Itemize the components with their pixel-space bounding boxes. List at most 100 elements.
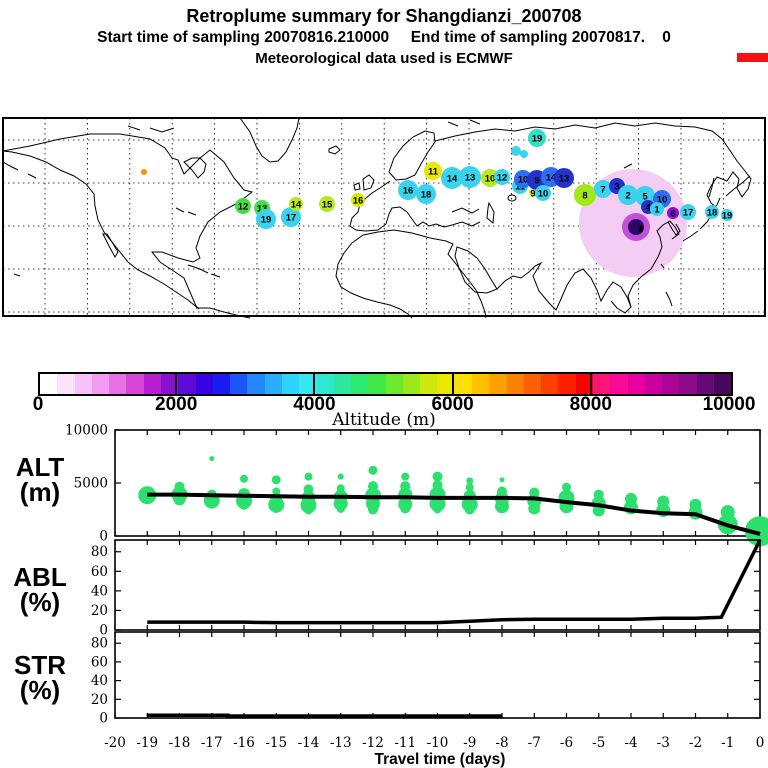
colorbar-segment bbox=[420, 374, 438, 394]
colorbar-segment bbox=[402, 374, 421, 394]
mean-line bbox=[147, 713, 502, 718]
colorbar-tick: 8000 bbox=[569, 394, 612, 415]
svg-text:-11: -11 bbox=[394, 735, 416, 751]
y-tick-label: 80 bbox=[91, 544, 108, 560]
svg-text:19: 19 bbox=[261, 214, 272, 225]
plot-title: Retroplume summary for Shangdianzi_20070… bbox=[186, 6, 582, 26]
svg-text:12: 12 bbox=[238, 201, 249, 212]
y-tick-label: 80 bbox=[91, 636, 108, 652]
colorbar-divider bbox=[589, 372, 592, 396]
colorbar-segment bbox=[281, 374, 300, 394]
colorbar-segment bbox=[264, 374, 282, 394]
svg-text:7: 7 bbox=[600, 184, 605, 195]
altitude-colorbar bbox=[38, 372, 733, 396]
colorbar-segment bbox=[610, 374, 628, 394]
mean-line bbox=[147, 539, 762, 625]
colorbar-segment bbox=[385, 374, 403, 394]
svg-text:5: 5 bbox=[642, 191, 648, 202]
colorbar-segment bbox=[368, 374, 386, 394]
y-tick-label: 20 bbox=[91, 692, 108, 708]
map-graticule bbox=[3, 118, 765, 316]
colorbar-segment bbox=[316, 374, 334, 394]
colorbar-segment bbox=[40, 374, 58, 394]
alt-axis-label: ALT (m) bbox=[15, 452, 65, 507]
colorbar-segment bbox=[351, 374, 369, 394]
y-tick-label: 5000 bbox=[74, 476, 108, 492]
x-axis-labels: -20 -19 -18 -17 -16 -15 -14 -13 -12 -11 -10 -9 -8 -7-… bbox=[104, 735, 764, 751]
colorbar-segment bbox=[644, 374, 663, 394]
colorbar-segment bbox=[230, 374, 248, 394]
sampling-time-subtitle: Start time of sampling 20070816.210000 E… bbox=[97, 29, 671, 46]
colorbar-tick: 10000 bbox=[702, 394, 756, 415]
svg-text:-4: -4 bbox=[624, 735, 637, 751]
svg-text:-18: -18 bbox=[169, 735, 191, 751]
cluster-altitude-dots bbox=[138, 456, 768, 547]
colorbar-divider bbox=[175, 372, 178, 396]
svg-text:-3: -3 bbox=[657, 735, 670, 751]
colorbar-segment bbox=[541, 374, 559, 394]
colorbar-segment bbox=[696, 374, 714, 394]
svg-text:0: 0 bbox=[638, 224, 643, 235]
colorbar-segment bbox=[74, 374, 92, 394]
svg-text:13: 13 bbox=[257, 203, 268, 214]
svg-text:19: 19 bbox=[722, 210, 733, 221]
y-tick-label: 0 bbox=[99, 623, 108, 639]
y-tick-label: 0 bbox=[99, 711, 108, 727]
abl-axis-label: ABL (%) bbox=[13, 562, 67, 617]
y-tick-label: 60 bbox=[91, 564, 108, 580]
svg-text:18: 18 bbox=[421, 189, 432, 200]
colorbar-segment bbox=[489, 374, 507, 394]
svg-text:14: 14 bbox=[291, 199, 302, 210]
svg-text:-12: -12 bbox=[362, 735, 384, 751]
y-tick-label: 10000 bbox=[65, 423, 108, 439]
svg-text:0: 0 bbox=[756, 735, 765, 751]
svg-text:15: 15 bbox=[322, 199, 333, 210]
colorbar-segment bbox=[523, 374, 542, 394]
colorbar-divider bbox=[313, 372, 316, 396]
meteo-data-subtitle: Meteorological data used is ECMWF bbox=[255, 50, 513, 67]
mean-line bbox=[147, 492, 761, 536]
red-marker-bar bbox=[737, 53, 768, 62]
colorbar-segment bbox=[454, 374, 473, 394]
svg-text:-1: -1 bbox=[721, 735, 734, 751]
svg-text:1: 1 bbox=[654, 204, 660, 215]
svg-text:10: 10 bbox=[518, 174, 529, 185]
colorbar-segment bbox=[143, 374, 161, 394]
world-map: 1213191714151616181114131012191110914139… bbox=[2, 117, 766, 319]
y-tick-label: 60 bbox=[91, 654, 108, 670]
svg-text:17: 17 bbox=[683, 207, 694, 218]
x-axis-title: Travel time (days) bbox=[375, 751, 506, 768]
panel-str: 0 20 40 60 80 bbox=[91, 631, 761, 727]
svg-text:-2: -2 bbox=[689, 735, 702, 751]
svg-text:-6: -6 bbox=[560, 735, 573, 751]
svg-text:19: 19 bbox=[532, 133, 543, 144]
colorbar-divider bbox=[451, 372, 454, 396]
colorbar-segment bbox=[472, 374, 490, 394]
svg-text:12: 12 bbox=[497, 172, 508, 183]
svg-text:10: 10 bbox=[657, 194, 668, 205]
colorbar-segment bbox=[506, 374, 524, 394]
svg-text:10: 10 bbox=[538, 188, 549, 199]
colorbar-segment bbox=[299, 374, 317, 394]
svg-text:14: 14 bbox=[447, 173, 458, 184]
colorbar-segment bbox=[247, 374, 265, 394]
colorbar-segment bbox=[212, 374, 231, 394]
svg-text:9: 9 bbox=[534, 175, 539, 186]
y-tick-label: 20 bbox=[91, 603, 108, 619]
svg-text:-20: -20 bbox=[104, 735, 126, 751]
day-ticks bbox=[114, 429, 761, 537]
colorbar-segment bbox=[679, 374, 697, 394]
coastlines bbox=[2, 117, 752, 319]
svg-text:-13: -13 bbox=[330, 735, 352, 751]
colorbar-segment bbox=[662, 374, 680, 394]
svg-text:-9: -9 bbox=[463, 735, 476, 751]
colorbar-tick: 4000 bbox=[293, 394, 336, 415]
y-tick-label: 40 bbox=[91, 673, 108, 689]
colorbar-segment bbox=[160, 374, 179, 394]
svg-text:2: 2 bbox=[625, 190, 630, 201]
y-tick-label: 0 bbox=[99, 529, 108, 545]
svg-text:3: 3 bbox=[614, 181, 619, 192]
colorbar-tick: 2000 bbox=[155, 394, 198, 415]
